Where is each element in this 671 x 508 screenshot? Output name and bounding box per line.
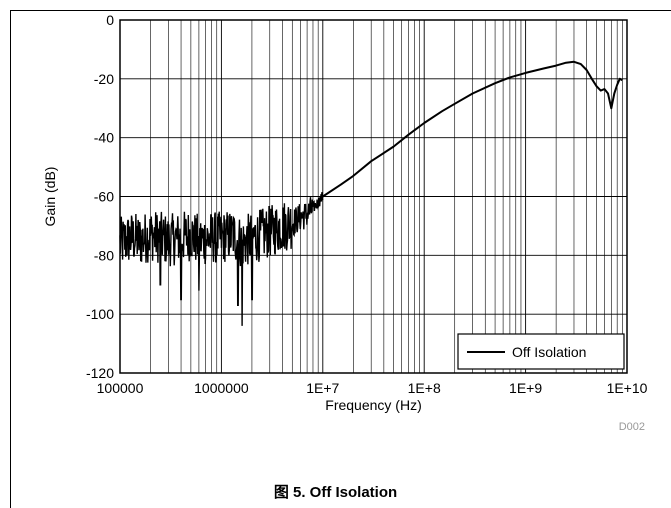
legend: Off Isolation: [457, 333, 625, 370]
y-tick-label: -40: [94, 130, 114, 146]
y-tick-label: -120: [86, 365, 114, 381]
y-tick-label: -80: [94, 247, 114, 263]
x-tick-label: 1E+7: [306, 380, 339, 396]
y-tick-label: 0: [106, 12, 114, 28]
off-isolation-chart: 0-20-40-60-80-100-120 100000 1000000 1E+7 1…: [42, 12, 648, 433]
x-tick-label: 1000000: [194, 380, 249, 396]
y-tick-label: -20: [94, 71, 114, 87]
x-tick-label: 1E+8: [408, 380, 441, 396]
figure-caption: 图 5. Off Isolation: [273, 484, 398, 501]
series-layer: [119, 60, 623, 326]
x-tick-label: 100000: [97, 380, 144, 396]
plot-frame: [119, 19, 628, 374]
y-tick-labels: 0 -20 -40 -60 -80 -100 -120: [86, 12, 114, 381]
x-tick-label: 1E+9: [509, 380, 542, 396]
series-off-isolation-line: [317, 60, 623, 204]
figure-frame-top: [10, 10, 671, 11]
x-axis-label: Frequency (Hz): [325, 397, 421, 413]
figure-frame-left: [10, 10, 11, 508]
legend-label-off-isolation: Off Isolation: [512, 344, 586, 360]
figure-code: D002: [619, 421, 645, 433]
x-tick-label: 1E+10: [607, 380, 648, 396]
y-tick-label: -60: [94, 189, 114, 205]
y-axis-label: Gain (dB): [42, 167, 58, 227]
series-off-isolation-noise: [119, 192, 324, 326]
y-tick-label: -100: [86, 306, 114, 322]
x-tick-labels: 100000 1000000 1E+7 1E+8 1E+9 1E+10: [97, 380, 648, 396]
grid-lines: [119, 19, 627, 374]
